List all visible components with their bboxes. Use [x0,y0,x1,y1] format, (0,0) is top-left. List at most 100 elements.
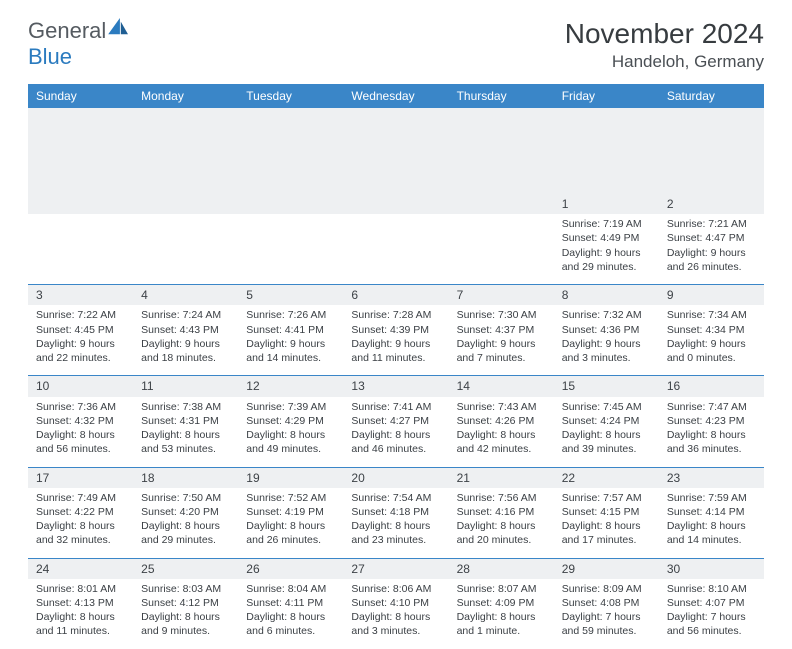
sunrise-line: Sunrise: 7:19 AM [562,217,651,231]
day-number: 3 [28,284,133,305]
day-header: Thursday [449,84,554,108]
daynum-cell [133,194,238,214]
day-number [238,194,343,214]
daylight-line: Daylight: 8 hours and 42 minutes. [457,428,546,456]
day-cell [343,214,448,284]
logo-word-blue: Blue [28,44,72,69]
day-body: Sunrise: 7:59 AMSunset: 4:14 PMDaylight:… [659,488,764,554]
day-body: Sunrise: 7:32 AMSunset: 4:36 PMDaylight:… [554,305,659,371]
sunset-line: Sunset: 4:14 PM [667,505,756,519]
day-body: Sunrise: 7:38 AMSunset: 4:31 PMDaylight:… [133,397,238,463]
day-number: 29 [554,558,659,579]
sunset-line: Sunset: 4:19 PM [246,505,335,519]
sunset-line: Sunset: 4:36 PM [562,323,651,337]
sunset-line: Sunset: 4:20 PM [141,505,230,519]
daynum-cell: 5 [238,284,343,305]
daynum-cell: 13 [343,375,448,396]
day-number: 8 [554,284,659,305]
logo-sail-icon [108,18,130,36]
daynum-cell: 16 [659,375,764,396]
day-body: Sunrise: 7:56 AMSunset: 4:16 PMDaylight:… [449,488,554,554]
daynum-row: 24252627282930 [28,558,764,579]
sunrise-line: Sunrise: 7:59 AM [667,491,756,505]
daynum-cell: 23 [659,467,764,488]
sunrise-line: Sunrise: 7:54 AM [351,491,440,505]
daylight-line: Daylight: 9 hours and 26 minutes. [667,246,756,274]
sunset-line: Sunset: 4:49 PM [562,231,651,245]
day-number: 17 [28,467,133,488]
day-number: 14 [449,375,554,396]
daynum-cell: 1 [554,194,659,214]
daybody-row: Sunrise: 8:01 AMSunset: 4:13 PMDaylight:… [28,579,764,649]
daynum-cell: 17 [28,467,133,488]
day-body: Sunrise: 7:19 AMSunset: 4:49 PMDaylight:… [554,214,659,280]
day-cell: Sunrise: 7:56 AMSunset: 4:16 PMDaylight:… [449,488,554,558]
day-number: 20 [343,467,448,488]
daylight-line: Daylight: 8 hours and 53 minutes. [141,428,230,456]
day-number [343,194,448,214]
daybody-row: Sunrise: 7:22 AMSunset: 4:45 PMDaylight:… [28,305,764,375]
sunset-line: Sunset: 4:07 PM [667,596,756,610]
day-body: Sunrise: 7:30 AMSunset: 4:37 PMDaylight:… [449,305,554,371]
daylight-line: Daylight: 8 hours and 17 minutes. [562,519,651,547]
daynum-row: 3456789 [28,284,764,305]
daynum-cell: 20 [343,467,448,488]
daynum-cell: 27 [343,558,448,579]
daylight-line: Daylight: 9 hours and 22 minutes. [36,337,125,365]
day-number: 21 [449,467,554,488]
sunrise-line: Sunrise: 7:39 AM [246,400,335,414]
day-cell [238,214,343,284]
sunrise-line: Sunrise: 7:50 AM [141,491,230,505]
day-body: Sunrise: 7:22 AMSunset: 4:45 PMDaylight:… [28,305,133,371]
day-cell: Sunrise: 7:36 AMSunset: 4:32 PMDaylight:… [28,397,133,467]
daylight-line: Daylight: 8 hours and 32 minutes. [36,519,125,547]
page-title: November 2024 [565,18,764,50]
day-number: 12 [238,375,343,396]
day-cell: Sunrise: 7:24 AMSunset: 4:43 PMDaylight:… [133,305,238,375]
daylight-line: Daylight: 8 hours and 36 minutes. [667,428,756,456]
daynum-cell: 21 [449,467,554,488]
logo: General Blue [28,18,130,70]
day-cell: Sunrise: 8:10 AMSunset: 4:07 PMDaylight:… [659,579,764,649]
daylight-line: Daylight: 9 hours and 11 minutes. [351,337,440,365]
day-header: Tuesday [238,84,343,108]
daynum-cell: 2 [659,194,764,214]
sunset-line: Sunset: 4:22 PM [36,505,125,519]
day-number: 2 [659,194,764,214]
calendar-body: 12Sunrise: 7:19 AMSunset: 4:49 PMDayligh… [28,108,764,649]
sunrise-line: Sunrise: 8:06 AM [351,582,440,596]
daynum-cell [449,194,554,214]
day-number: 6 [343,284,448,305]
day-body: Sunrise: 7:45 AMSunset: 4:24 PMDaylight:… [554,397,659,463]
sunrise-line: Sunrise: 7:36 AM [36,400,125,414]
daynum-row: 17181920212223 [28,467,764,488]
daynum-cell: 15 [554,375,659,396]
daylight-line: Daylight: 8 hours and 49 minutes. [246,428,335,456]
daylight-line: Daylight: 8 hours and 56 minutes. [36,428,125,456]
daynum-cell: 4 [133,284,238,305]
daynum-row: 10111213141516 [28,375,764,396]
calendar-table: SundayMondayTuesdayWednesdayThursdayFrid… [28,84,764,649]
day-body: Sunrise: 7:50 AMSunset: 4:20 PMDaylight:… [133,488,238,554]
day-cell: Sunrise: 7:43 AMSunset: 4:26 PMDaylight:… [449,397,554,467]
sunset-line: Sunset: 4:15 PM [562,505,651,519]
day-number: 16 [659,375,764,396]
daynum-cell: 3 [28,284,133,305]
sunrise-line: Sunrise: 7:26 AM [246,308,335,322]
sunset-line: Sunset: 4:26 PM [457,414,546,428]
sunset-line: Sunset: 4:29 PM [246,414,335,428]
day-number: 15 [554,375,659,396]
day-header: Friday [554,84,659,108]
day-number: 13 [343,375,448,396]
sunset-line: Sunset: 4:23 PM [667,414,756,428]
sunrise-line: Sunrise: 7:47 AM [667,400,756,414]
daylight-line: Daylight: 8 hours and 46 minutes. [351,428,440,456]
day-number: 28 [449,558,554,579]
daylight-line: Daylight: 8 hours and 29 minutes. [141,519,230,547]
sunrise-line: Sunrise: 7:45 AM [562,400,651,414]
daynum-cell: 6 [343,284,448,305]
day-cell: Sunrise: 7:30 AMSunset: 4:37 PMDaylight:… [449,305,554,375]
sunset-line: Sunset: 4:13 PM [36,596,125,610]
daylight-line: Daylight: 8 hours and 6 minutes. [246,610,335,638]
sunset-line: Sunset: 4:39 PM [351,323,440,337]
